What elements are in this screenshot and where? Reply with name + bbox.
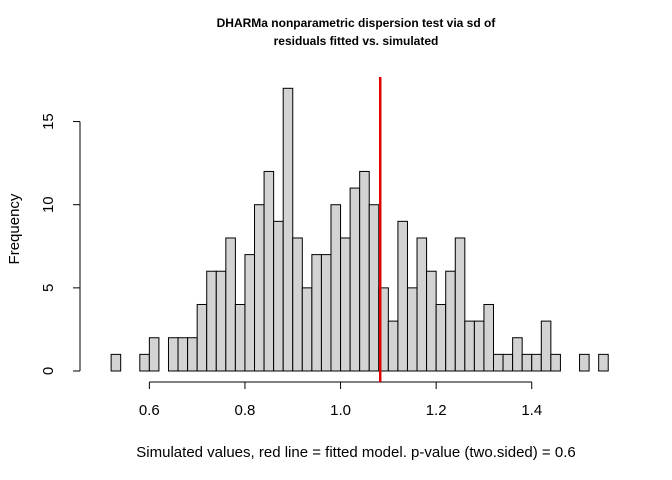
- histogram-bar: [368, 204, 380, 372]
- histogram-bar: [167, 337, 179, 372]
- histogram-bar: [301, 287, 313, 372]
- histogram-bar: [598, 353, 609, 372]
- histogram-bar: [387, 320, 399, 372]
- histogram-bar: [521, 353, 533, 372]
- y-axis-label: Frequency: [6, 193, 23, 264]
- histogram-bar: [349, 187, 361, 372]
- histogram-bar: [359, 170, 370, 372]
- histogram-bar: [187, 337, 198, 372]
- histogram-bar: [512, 337, 523, 372]
- histogram-bar: [263, 170, 275, 372]
- histogram-bar: [464, 320, 475, 372]
- histogram-bar: [254, 204, 265, 372]
- y-axis: 0 5 10 15: [40, 113, 81, 375]
- histogram-bar: [292, 237, 303, 372]
- histogram-bar: [406, 287, 418, 372]
- histogram-bars: [110, 87, 609, 372]
- histogram-bar: [311, 254, 322, 372]
- x-tick-label: 0.8: [235, 402, 256, 419]
- histogram-bar: [177, 337, 189, 372]
- chart-title-line1: DHARMa nonparametric dispersion test via…: [217, 16, 497, 30]
- y-tick-label: 10: [40, 196, 57, 213]
- histogram-bar: [435, 303, 447, 372]
- histogram-bar: [225, 237, 236, 372]
- histogram-bar: [473, 320, 485, 372]
- histogram-bar: [234, 303, 246, 372]
- histogram-bar: [320, 254, 332, 372]
- histogram-bar: [426, 270, 437, 372]
- x-axis-label: Simulated values, red line = fitted mode…: [136, 444, 575, 461]
- x-tick-label: 1.0: [330, 402, 351, 419]
- histogram-bar: [531, 353, 542, 372]
- y-tick-label: 0: [40, 367, 57, 375]
- histogram-bar: [282, 87, 294, 372]
- histogram-bar: [579, 353, 590, 372]
- histogram-bar: [110, 353, 122, 372]
- histogram-bar: [454, 237, 466, 372]
- chart-title-line2: residuals fitted vs. simulated: [274, 34, 439, 48]
- histogram-bar: [206, 270, 217, 372]
- histogram-bar: [244, 254, 256, 372]
- histogram-bar: [340, 237, 351, 372]
- y-tick-label: 15: [40, 113, 57, 130]
- histogram-bar: [397, 220, 408, 372]
- histogram-bar: [540, 320, 552, 372]
- histogram-bar: [148, 337, 160, 372]
- histogram-bar: [502, 353, 514, 372]
- histogram-bar: [273, 220, 284, 372]
- histogram-bar: [483, 303, 495, 372]
- x-tick-label: 0.6: [139, 402, 160, 419]
- x-tick-label: 1.4: [521, 402, 542, 419]
- histogram-bar: [416, 237, 428, 372]
- histogram-bar: [139, 353, 150, 372]
- histogram-bar: [445, 270, 456, 372]
- histogram-bar: [330, 204, 342, 372]
- y-tick-label: 5: [40, 284, 57, 292]
- histogram-bar: [493, 353, 504, 372]
- x-tick-label: 1.2: [426, 402, 447, 419]
- histogram-bar: [196, 303, 208, 372]
- histogram-bar: [215, 270, 227, 372]
- x-axis: 0.6 0.8 1.0 1.2 1.4: [139, 381, 542, 419]
- histogram-bar: [550, 353, 561, 372]
